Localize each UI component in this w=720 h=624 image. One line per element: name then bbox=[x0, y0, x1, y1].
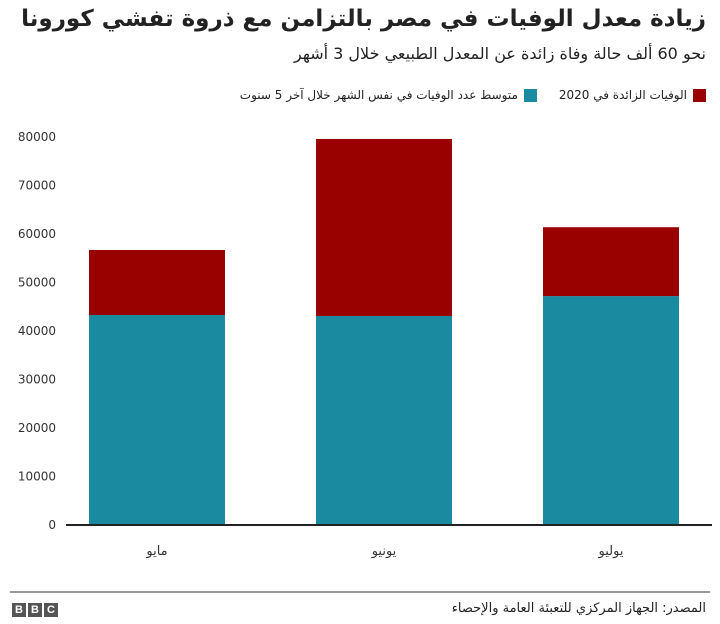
legend-swatch-excess bbox=[693, 88, 706, 102]
x-tick-label: مايو bbox=[145, 544, 167, 559]
y-tick-label: 20000 bbox=[18, 421, 56, 435]
bar-chart: 0 10000 20000 30000 40000 50000 60000 70000 8000… bbox=[18, 130, 712, 559]
bbc-logo: B B C bbox=[12, 603, 58, 617]
footer-divider bbox=[10, 591, 710, 593]
bar-average bbox=[543, 296, 679, 525]
bar-average bbox=[89, 314, 225, 525]
bar-excess bbox=[316, 138, 452, 316]
bar-excess bbox=[543, 227, 679, 297]
chart-title: زيادة معدل الوفيات في مصر بالتزامن مع ذر… bbox=[21, 6, 706, 32]
y-tick-label: 40000 bbox=[18, 324, 56, 338]
legend-item-excess: الوفيات الزائدة في 2020 bbox=[559, 88, 706, 102]
legend-label-excess: الوفيات الزائدة في 2020 bbox=[558, 88, 687, 102]
legend-item-average: متوسط عدد الوفيات في نفس الشهر خلال آخر … bbox=[240, 88, 537, 102]
y-tick-label: 10000 bbox=[18, 470, 56, 484]
legend: الوفيات الزائدة في 2020 متوسط عدد الوفيا… bbox=[240, 88, 706, 102]
y-tick-label: 0 bbox=[48, 518, 56, 532]
bbc-logo-letter: B bbox=[28, 603, 42, 617]
legend-swatch-average bbox=[523, 88, 537, 102]
bar-average bbox=[316, 315, 452, 525]
y-tick-label: 70000 bbox=[18, 179, 56, 193]
x-tick-label: يونيو bbox=[371, 544, 397, 559]
legend-label-average: متوسط عدد الوفيات في نفس الشهر خلال آخر … bbox=[239, 88, 518, 102]
y-tick-label: 30000 bbox=[18, 373, 56, 387]
y-tick-label: 80000 bbox=[18, 130, 56, 144]
source-note: المصدر: الجهاز المركزي للتعبئة العامة وا… bbox=[451, 601, 706, 616]
y-tick-label: 50000 bbox=[18, 276, 56, 290]
bbc-logo-letter: B bbox=[12, 603, 26, 617]
chart-subtitle: نحو 60 ألف حالة وفاة زائدة عن المعدل الط… bbox=[294, 44, 706, 63]
bbc-logo-letter: C bbox=[44, 603, 58, 617]
x-tick-label: يوليو bbox=[598, 544, 624, 559]
y-tick-label: 60000 bbox=[18, 227, 56, 241]
bar-excess bbox=[89, 250, 225, 315]
